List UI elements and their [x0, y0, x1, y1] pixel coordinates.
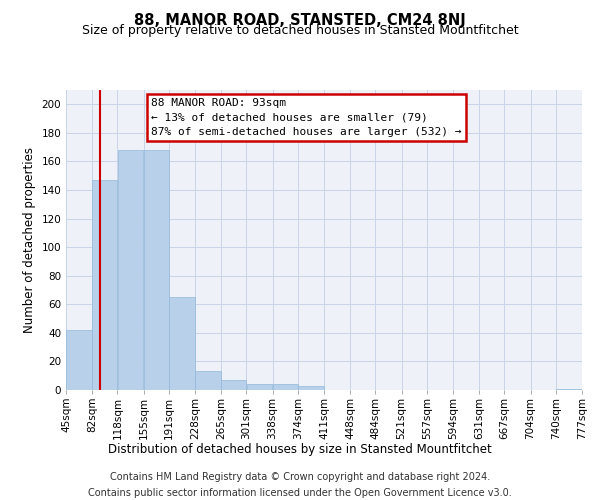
Y-axis label: Number of detached properties: Number of detached properties: [23, 147, 36, 333]
Bar: [556, 388, 581, 390]
Bar: [298, 386, 323, 390]
Bar: [221, 380, 246, 390]
Bar: [92, 180, 117, 390]
Text: 88, MANOR ROAD, STANSTED, CM24 8NJ: 88, MANOR ROAD, STANSTED, CM24 8NJ: [134, 12, 466, 28]
Bar: [144, 150, 169, 390]
Text: Distribution of detached houses by size in Stansted Mountfitchet: Distribution of detached houses by size …: [108, 442, 492, 456]
Bar: [273, 384, 298, 390]
Bar: [118, 150, 143, 390]
Text: Size of property relative to detached houses in Stansted Mountfitchet: Size of property relative to detached ho…: [82, 24, 518, 37]
Text: Contains public sector information licensed under the Open Government Licence v3: Contains public sector information licen…: [88, 488, 512, 498]
Text: Contains HM Land Registry data © Crown copyright and database right 2024.: Contains HM Land Registry data © Crown c…: [110, 472, 490, 482]
Bar: [169, 297, 194, 390]
Bar: [67, 330, 92, 390]
Bar: [247, 384, 272, 390]
Bar: [196, 372, 221, 390]
Text: 88 MANOR ROAD: 93sqm
← 13% of detached houses are smaller (79)
87% of semi-detac: 88 MANOR ROAD: 93sqm ← 13% of detached h…: [151, 98, 461, 137]
